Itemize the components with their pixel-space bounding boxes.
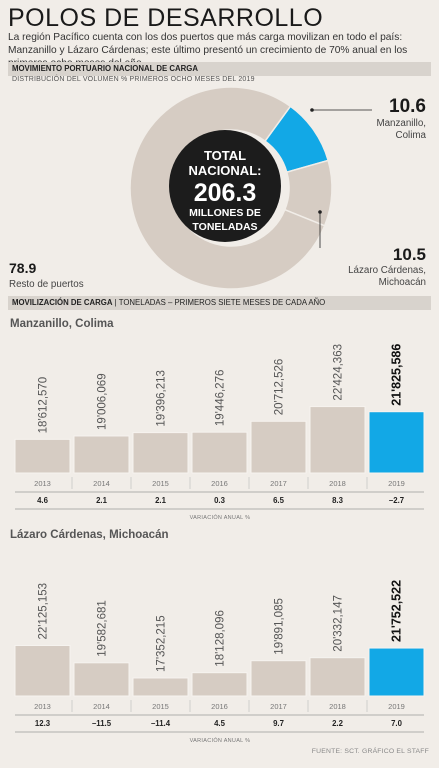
year-tick-2015: 2015 (152, 479, 169, 488)
manzanillo-leader-dot (310, 108, 314, 112)
year-tick-2017: 2017 (270, 479, 287, 488)
year-tick-2013: 2013 (34, 479, 51, 488)
year-tick-2018: 2018 (329, 479, 346, 488)
bar-value-label-2016: 19'446,276 (215, 370, 227, 427)
center-label-3: MILLONES DE (189, 207, 261, 219)
source-note: FUENTE: SCT. GRÁFICO EL STAFF (311, 748, 429, 755)
lazaro-share-label-2: Michoacán (379, 277, 426, 288)
year-tick-2017: 2017 (270, 702, 287, 711)
bar-value-label-2014: 19'582,681 (97, 600, 109, 657)
variation-2017: 9.7 (273, 719, 284, 728)
bar-value-label-2016: 18'128,096 (215, 610, 227, 667)
donut-slice-2 (129, 86, 326, 290)
bar-2018 (309, 657, 366, 697)
donut-section-heading: MOVIMIENTO PORTUARIO NACIONAL DE CARGA (8, 62, 431, 76)
variation-2019: 7.0 (391, 719, 403, 728)
bar-value-label-2018: 22'424,363 (333, 344, 345, 401)
variation-2018: 2.2 (332, 719, 344, 728)
bars-section-heading: MOVILIZACIÓN DE CARGA | TONELADAS – PRIM… (8, 296, 431, 310)
year-tick-2013: 2013 (34, 702, 51, 711)
manzanillo-bar-chart: 18'612,570 2013 4.6 19'006,069 2014 2.1 19'396… (14, 344, 425, 521)
bar-value-label-2013: 18'612,570 (38, 377, 50, 434)
bar-2014 (73, 662, 130, 697)
year-tick-2015: 2015 (152, 702, 169, 711)
bar-2017 (250, 660, 307, 697)
variation-2015: 2.1 (155, 496, 167, 505)
bar-value-label-2017: 20'712,526 (274, 359, 286, 416)
center-label-1: TOTAL (204, 148, 246, 163)
year-tick-2014: 2014 (93, 702, 110, 711)
bar-2017 (250, 420, 307, 474)
lazaro-share-label-1: Lázaro Cárdenas, (348, 265, 426, 276)
year-tick-2016: 2016 (211, 702, 228, 711)
resto-share-value: 78.9 (9, 260, 36, 276)
variation-2013: 12.3 (35, 719, 51, 728)
page-title: POLOS DE DESARROLLO (8, 4, 324, 32)
manzanillo-share-label-2: Colima (396, 130, 427, 141)
bar-2019 (368, 411, 425, 474)
bar-2014 (73, 435, 130, 474)
center-label-2: NACIONAL: (189, 163, 262, 178)
variation-2017: 6.5 (273, 496, 285, 505)
variation-2014: –11.5 (92, 719, 112, 728)
bar-2019 (368, 647, 425, 697)
bar-value-label-2019: 21'752,522 (390, 580, 404, 642)
bar-value-label-2015: 19'396,213 (156, 370, 168, 427)
resto-share-label: Resto de puertos (9, 279, 84, 290)
donut-section-subheading: DISTRIBUCIÓN DEL VOLUMEN % PRIMEROS OCHO… (12, 76, 255, 83)
variation-axis-label: VARIACIÓN ANUAL % (190, 737, 251, 744)
bar-value-label-2017: 19'891,085 (274, 598, 286, 655)
year-tick-2014: 2014 (93, 479, 110, 488)
bar-value-label-2019: 21'825,586 (390, 344, 404, 406)
variation-2016: 4.5 (214, 719, 226, 728)
bar-2015 (132, 432, 189, 474)
lazaro-leader-dot (318, 210, 322, 214)
variation-2013: 4.6 (37, 496, 49, 505)
center-total-value: 206.3 (194, 179, 257, 207)
year-tick-2016: 2016 (211, 479, 228, 488)
manzanillo-share-value: 10.6 (389, 96, 426, 117)
bar-2018 (309, 406, 366, 474)
lazaro-chart-title: Lázaro Cárdenas, Michoacán (10, 529, 169, 541)
year-tick-2018: 2018 (329, 702, 346, 711)
bar-value-label-2015: 17'352,215 (156, 615, 168, 672)
variation-2016: 0.3 (214, 496, 226, 505)
bar-2016 (191, 672, 248, 697)
bar-2013 (14, 438, 71, 474)
variation-2019: –2.7 (389, 496, 404, 505)
lazaro-share-value: 10.5 (393, 245, 426, 264)
year-tick-2019: 2019 (388, 479, 405, 488)
center-label-4: TONELADAS (192, 221, 257, 233)
manzanillo-share-label-1: Manzanillo, (376, 118, 426, 129)
year-tick-2019: 2019 (388, 702, 405, 711)
lazaro-bar-chart: 22'125,153 2013 12.3 19'582,681 2014 –11.5 17'… (14, 580, 425, 744)
variation-2018: 8.3 (332, 496, 344, 505)
donut-center-circle (169, 130, 281, 242)
bar-value-label-2013: 22'125,153 (38, 583, 50, 640)
bar-value-label-2018: 20'332,147 (333, 595, 345, 652)
bar-2013 (14, 645, 71, 697)
bar-value-label-2014: 19'006,069 (97, 373, 109, 430)
variation-2014: 2.1 (96, 496, 108, 505)
manzanillo-chart-title: Manzanillo, Colima (10, 318, 114, 330)
bar-2016 (191, 431, 248, 474)
variation-2015: –11.4 (151, 719, 171, 728)
bar-2015 (132, 677, 189, 697)
variation-axis-label: VARIACIÓN ANUAL % (190, 514, 251, 521)
